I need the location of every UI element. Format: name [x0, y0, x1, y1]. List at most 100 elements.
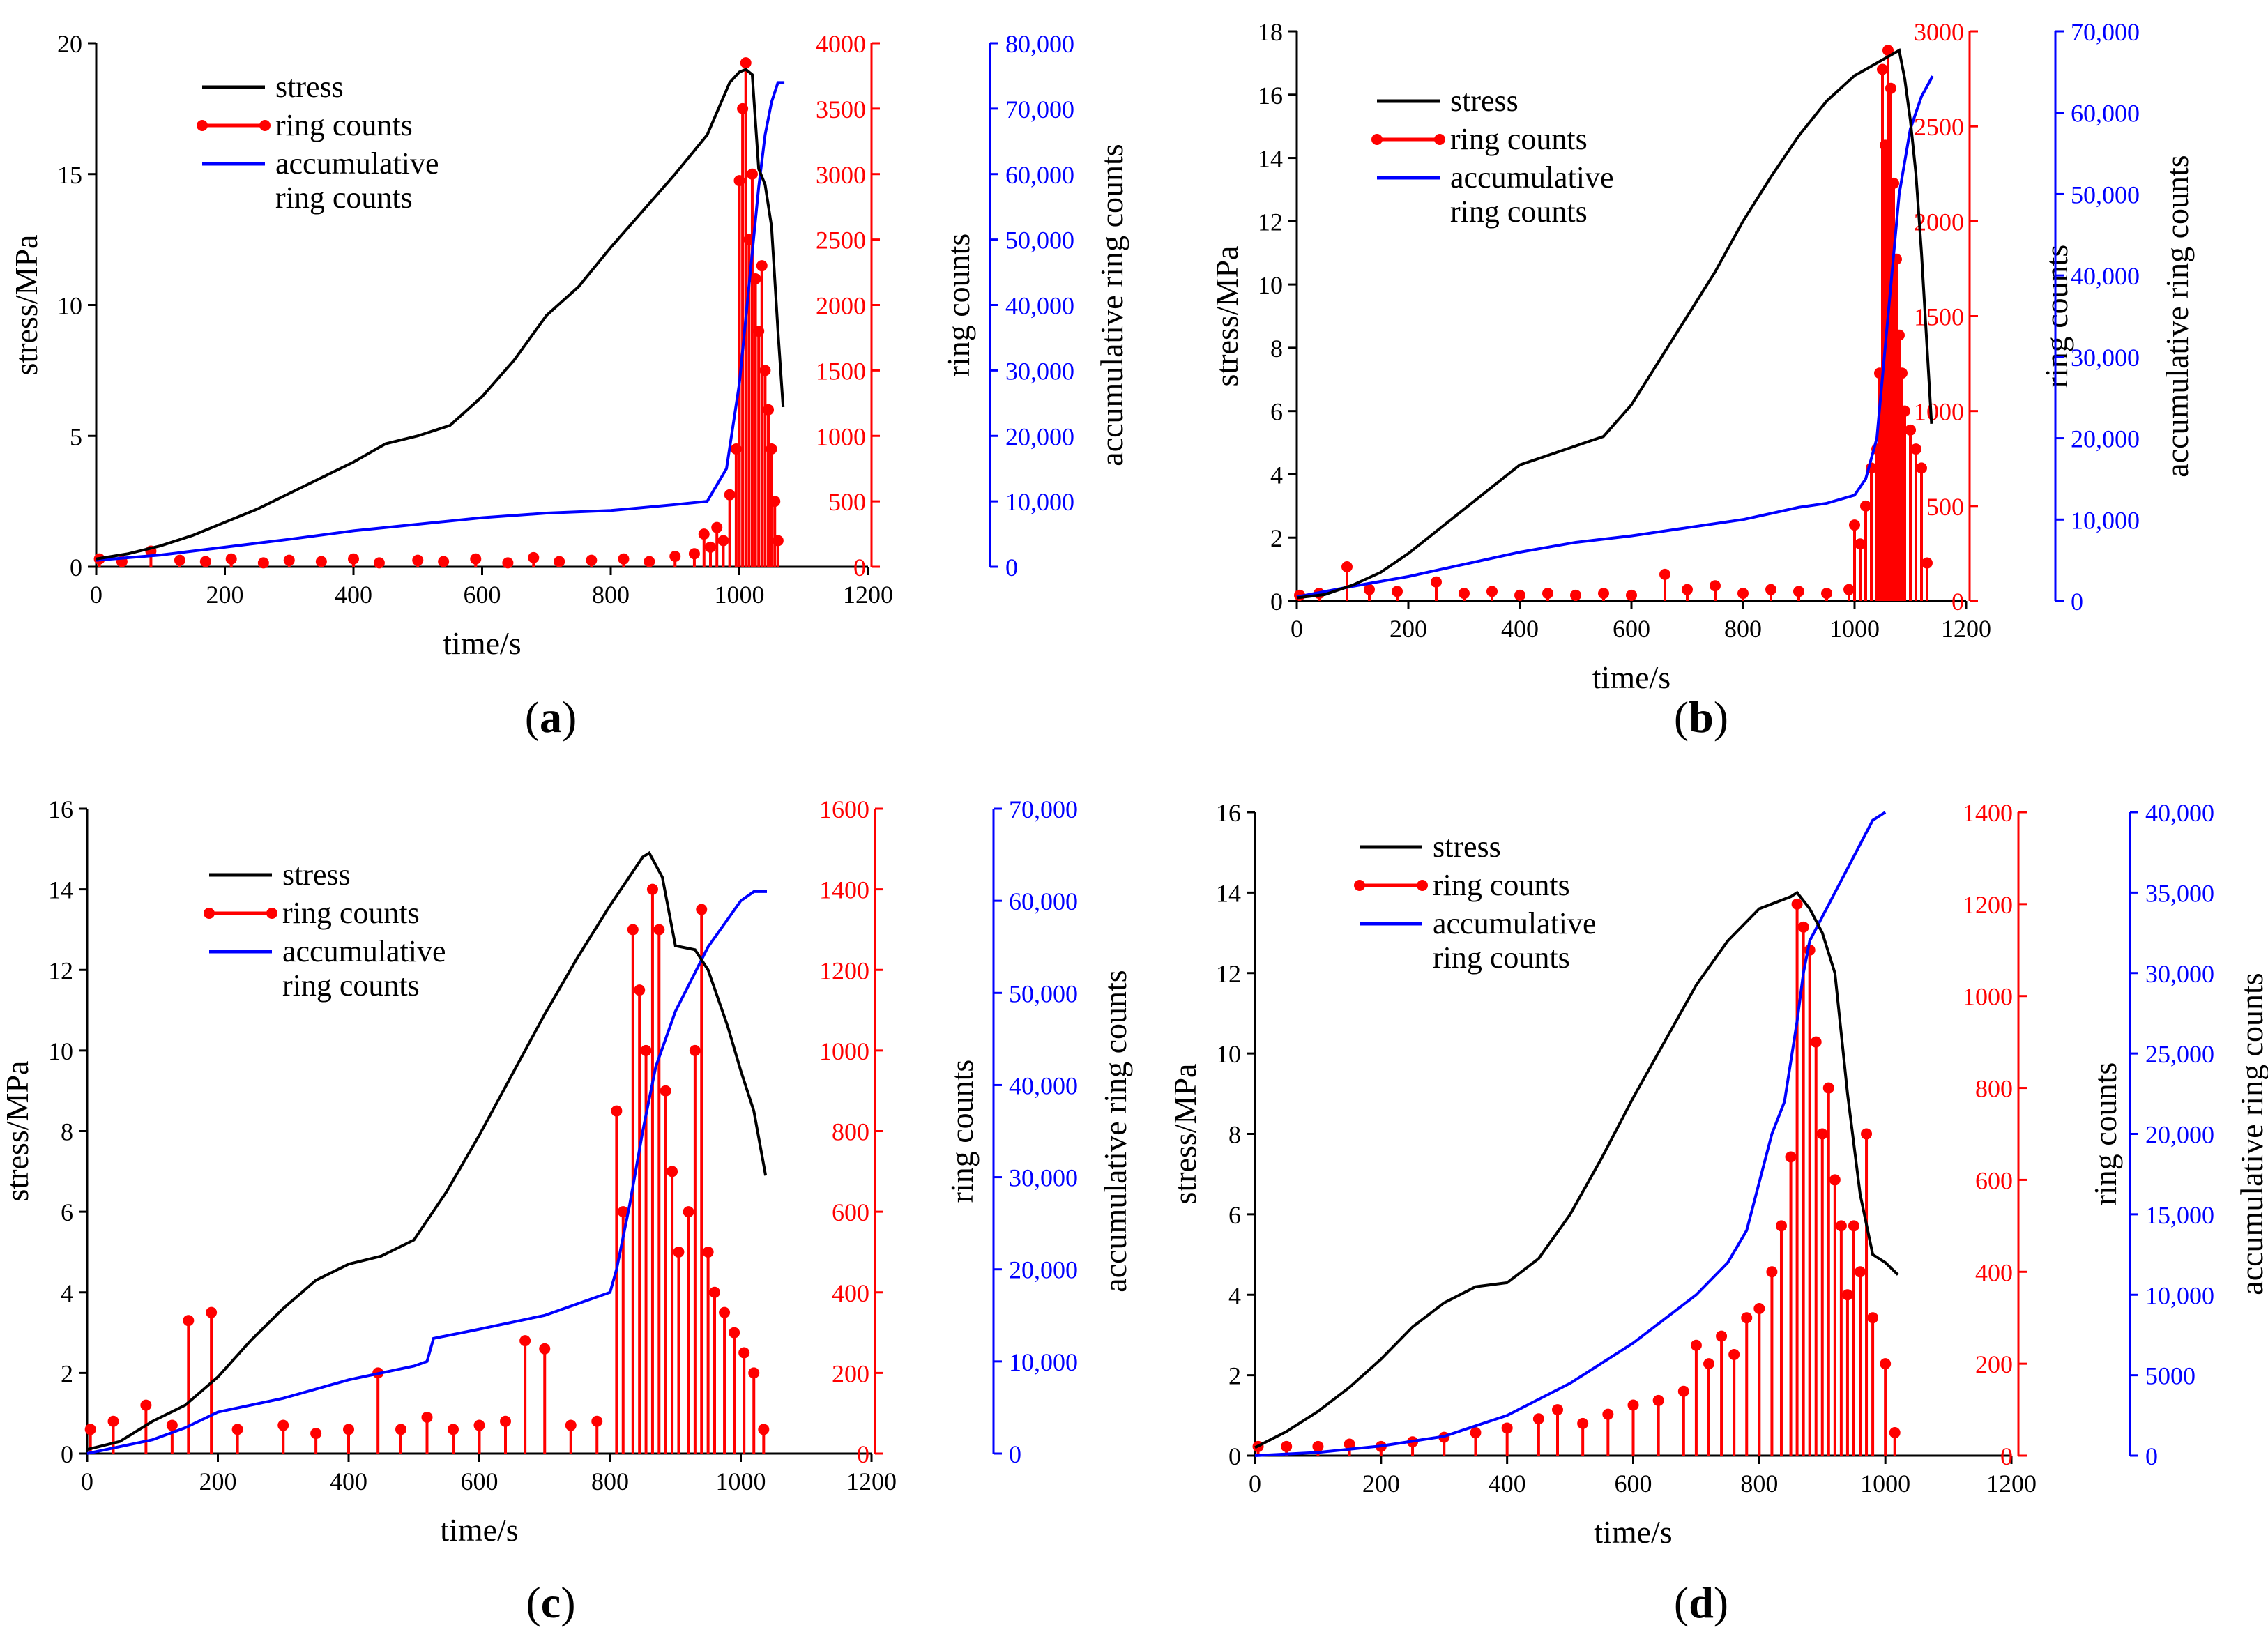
left-y-tick-label: 6	[61, 1198, 73, 1226]
legend-label-cum: accumulative	[1433, 906, 1597, 940]
caption-open: (	[1674, 1578, 1689, 1627]
legend-label-stress: stress	[1450, 84, 1519, 118]
ring-count-point	[702, 1246, 714, 1258]
ring-count-point	[206, 1306, 218, 1318]
x-tick-label: 600	[1615, 1470, 1652, 1497]
ring-count-point	[653, 924, 665, 936]
right-y-ring-tick-label: 1000	[819, 1037, 869, 1065]
x-tick-label: 1000	[715, 581, 765, 609]
ring-count-point	[1797, 921, 1809, 933]
x-tick-label: 1200	[843, 581, 893, 609]
right-y-cum-tick-label: 20,000	[2145, 1121, 2214, 1149]
right-y-ring-tick-label: 400	[832, 1279, 869, 1307]
ring-count-point	[283, 554, 295, 566]
ring-count-point	[470, 553, 482, 565]
left-y-tick-label: 6	[1228, 1201, 1241, 1229]
legend-swatch-ring-dot	[197, 120, 208, 131]
ring-count-point	[257, 557, 269, 569]
ring-count-point	[348, 553, 359, 565]
panel-caption: (a)	[525, 692, 577, 742]
right-y-cum-tick-label: 30,000	[1009, 1164, 1078, 1192]
ring-count-point	[688, 548, 700, 560]
ring-count-point	[1793, 586, 1804, 597]
right-y-cum-tick-label: 0	[2145, 1442, 2158, 1470]
ring-count-point	[183, 1315, 195, 1327]
ring-count-point	[528, 551, 540, 563]
x-tick-label: 600	[464, 581, 501, 609]
series-stress	[1296, 48, 1933, 600]
legend-swatch-ring-dot	[1434, 134, 1445, 145]
ring-count-point	[277, 1419, 289, 1431]
legend-label-stress: stress	[282, 857, 351, 892]
right-y-ring-tick-label: 1500	[816, 357, 866, 385]
ring-count-point	[646, 883, 658, 895]
ring-count-point	[1877, 63, 1888, 75]
right-y-cum-tick-label: 0	[1009, 1440, 1021, 1468]
caption-open: (	[526, 1578, 540, 1627]
right-y-ring-tick-label: 1500	[1914, 303, 1964, 331]
right-y-ring-axis-label: ring counts	[944, 1060, 980, 1203]
series-accumulative-ring-counts	[1254, 811, 1887, 1457]
right-y-cum-tick-label: 10,000	[1005, 488, 1074, 516]
legend-label-cum: accumulative	[275, 146, 439, 181]
right-y-ring-axis-label: ring counts	[941, 234, 976, 377]
ring-count-point	[1532, 1413, 1544, 1425]
left-y-tick-label: 16	[48, 795, 73, 823]
ring-count-point	[634, 984, 646, 996]
right-y-ring-tick-label: 3000	[1914, 18, 1964, 46]
ring-count-point	[591, 1415, 603, 1427]
ring-count-point	[756, 260, 768, 272]
ring-count-point	[310, 1428, 322, 1440]
right-y-ring-tick-label: 1200	[1963, 891, 2013, 919]
right-y-cum-tick-label: 30,000	[2145, 960, 2214, 988]
right-y-ring-tick-label: 2000	[816, 292, 866, 320]
ring-count-point	[640, 1044, 652, 1056]
left-y-tick-label: 2	[1228, 1362, 1241, 1390]
left-y-tick-label: 14	[1216, 879, 1241, 907]
ring-count-point	[1766, 1266, 1778, 1278]
right-y-ring-tick-label: 1200	[819, 956, 869, 984]
left-y-tick-label: 12	[1258, 208, 1283, 236]
right-y-cum-axis-label: accumulative ring counts	[1097, 970, 1133, 1292]
right-y-ring-tick-label: 1600	[819, 795, 869, 823]
series-ring-counts	[93, 57, 784, 569]
left-y-tick-label: 16	[1258, 82, 1283, 109]
right-y-ring-tick-label: 800	[1975, 1075, 2013, 1103]
right-y-ring-tick-label: 1400	[1963, 799, 2013, 827]
chart-panel-b: 0 200 400 600 800 1000 1200 time/s 0 2 4 6 8 10 12 14 16…	[1209, 18, 2195, 742]
panel-caption: (c)	[526, 1578, 575, 1627]
right-y-ring-tick-label: 1000	[1914, 398, 1964, 426]
ring-count-point	[1921, 557, 1933, 569]
ring-count-point	[772, 535, 784, 547]
right-y-ring-tick-label: 3000	[816, 161, 866, 189]
caption-close: )	[1714, 692, 1728, 742]
ring-count-point	[704, 541, 716, 553]
right-y-cum-tick-label: 40,000	[1009, 1072, 1078, 1099]
right-y-ring-tick-label: 200	[1975, 1350, 2013, 1378]
right-y-ring-tick-label: 200	[832, 1359, 869, 1387]
ring-count-point	[1570, 589, 1581, 601]
chart-panel-c: 0 200 400 600 800 1000 1200 time/s 0 2 4 6 8 10 12 14 16…	[0, 795, 1133, 1627]
right-y-ring-tick-label: 2500	[1914, 113, 1964, 141]
ring-count-point	[1765, 584, 1776, 595]
x-tick-label: 800	[1740, 1470, 1778, 1497]
ring-count-point	[1860, 500, 1871, 512]
caption-letter: d	[1689, 1578, 1714, 1627]
x-tick-label: 600	[1613, 615, 1650, 643]
right-y-ring-tick-label: 800	[832, 1118, 869, 1146]
left-y-tick-label: 2	[61, 1359, 73, 1387]
left-y-tick-label: 14	[1258, 145, 1283, 173]
left-y-tick-label: 10	[57, 292, 82, 320]
right-y-ring-tick-label: 400	[1975, 1258, 2013, 1286]
ring-count-point	[1341, 561, 1353, 572]
ring-count-point	[724, 489, 736, 501]
x-tick-label: 200	[1362, 1470, 1400, 1497]
ring-count-point	[660, 1085, 671, 1097]
right-y-ring-tick-label: 0	[1951, 588, 1964, 616]
ring-count-point	[1741, 1312, 1753, 1324]
ring-count-point	[1431, 576, 1442, 588]
right-y-cum-tick-label: 30,000	[2071, 344, 2140, 372]
right-y-cum-tick-label: 10,000	[2145, 1281, 2214, 1309]
right-y-ring-tick-label: 0	[857, 1440, 869, 1468]
